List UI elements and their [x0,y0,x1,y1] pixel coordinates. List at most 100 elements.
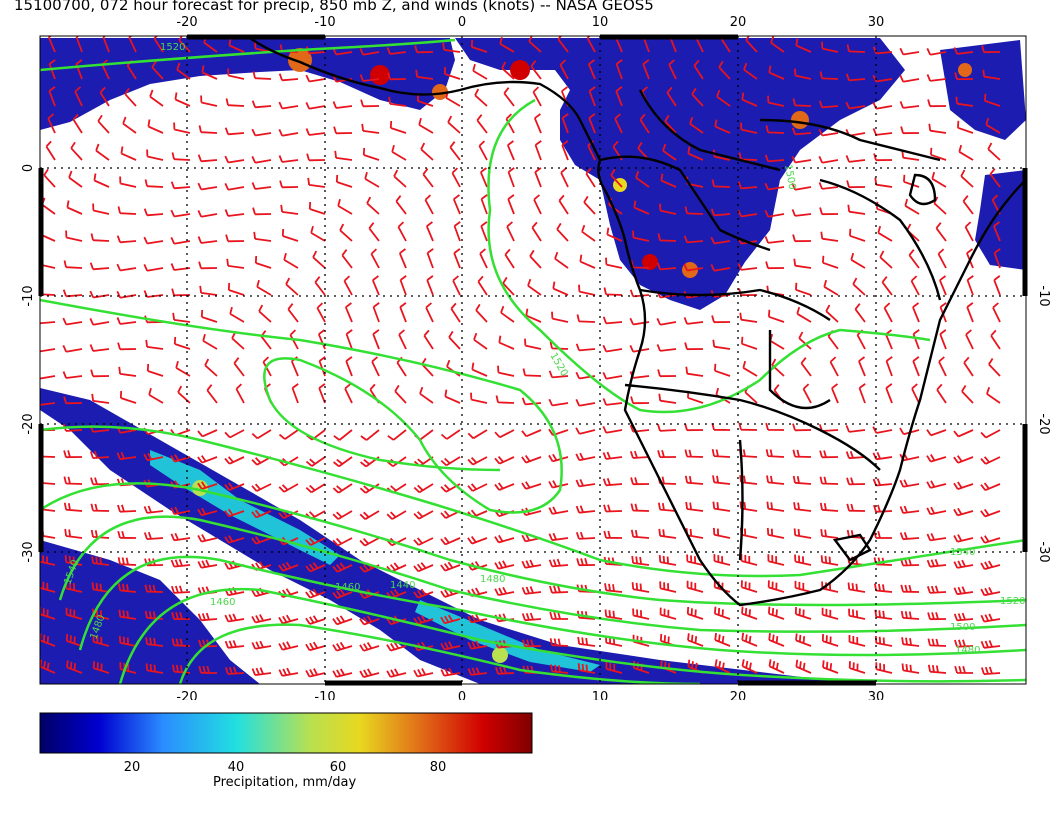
border-1 [599,155,771,252]
wind-barb [820,528,839,539]
colorbar-tick-label: 20 [123,760,141,775]
wind-barb [614,113,623,134]
wind-barb [767,95,785,107]
wind-barb [615,59,623,80]
wind-barb [656,318,677,326]
wind-barb [305,456,326,467]
lat-ticks-right: -10 -20 -30 [1036,285,1051,562]
wind-barb [926,48,947,56]
wind-barb [119,390,137,404]
wind-barb [879,250,893,269]
wind-barb [606,227,623,242]
wind-barb [793,528,812,539]
wind-barb [548,398,569,407]
wind-barb [849,228,866,242]
wind-barb [318,383,326,404]
wind-barb [475,303,488,323]
wind-barb [846,503,866,512]
colorbar-label: Precipitation, mm/day [213,775,357,790]
wind-barb [848,608,866,620]
wind-barb [204,358,218,377]
lake-2 [908,173,937,206]
wind-barb [63,396,83,405]
lon-tick-label: 10 [592,690,609,700]
wind-barb [872,128,893,136]
wind-barb [910,275,920,296]
wind-barb [899,479,920,488]
wind-barb [224,640,245,649]
wind-barb [359,642,380,652]
wind-barb [548,370,569,379]
wind-barb [522,368,542,377]
wind-barb [845,425,866,433]
wind-barb [40,375,56,380]
precip-region-east-africa [940,40,1026,140]
wind-barb [472,63,488,80]
contour-label: 1520 [1000,596,1025,607]
wind-barb [659,633,677,647]
wind-barb [387,429,407,441]
wind-barb [424,194,434,215]
wind-barb [711,315,731,324]
wind-barb [658,393,677,404]
wind-barb [253,231,272,242]
wind-barb [935,222,947,242]
wind-barb [686,554,704,566]
wind-barb [413,537,434,546]
wind-barb [476,114,488,134]
wind-barb [900,558,920,567]
wind-barb [874,609,893,620]
wind-barb [795,38,812,53]
wind-barb [495,395,515,404]
wind-barb [171,612,191,620]
wind-barb [575,452,596,462]
wind-barb [992,302,1001,323]
precip-core-1 [150,450,340,565]
wind-barb [386,615,407,626]
wind-barb [70,141,83,161]
wind-barb [395,195,407,215]
wind-barb [176,62,191,80]
wind-barb [387,72,407,81]
wind-barb [630,529,650,539]
wind-barb [984,93,1001,107]
coastline-layer [249,37,1026,607]
wind-barb [900,584,920,593]
wind-barb [662,143,677,161]
wind-barb [224,482,245,491]
wind-barb [739,501,758,512]
wind-barb [310,225,326,242]
wind-barb [467,640,488,650]
wind-barb [549,638,569,647]
wind-barb [711,179,731,188]
wind-barb [440,588,461,598]
wind-barb [926,585,947,594]
wind-barb [960,169,974,188]
wind-barb [768,309,785,323]
wind-barb [548,480,569,489]
wind-barb [847,582,866,593]
wind-barb [506,221,515,242]
wind-barb [793,502,812,512]
wind-barb [953,481,974,490]
wind-barb [177,385,191,404]
wind-barb [151,60,164,80]
wind-barb [440,561,461,572]
wind-barb [89,344,110,352]
wind-barb [423,329,434,350]
wind-barb [793,258,812,269]
wind-barb [278,614,299,625]
contour-label: 1460 [335,582,360,593]
border-5 [768,330,831,410]
wind-barb [930,147,947,161]
wind-barb [72,113,83,134]
lon-tick-label: 30 [868,690,885,700]
wind-barb [821,41,839,53]
wind-barb [684,206,704,215]
wind-barb [818,100,839,109]
wind-barb [91,393,110,404]
lon-tick-label: -10 [314,15,335,30]
wind-barb [97,114,110,134]
wind-barb [116,235,137,244]
wind-barb [224,586,245,597]
